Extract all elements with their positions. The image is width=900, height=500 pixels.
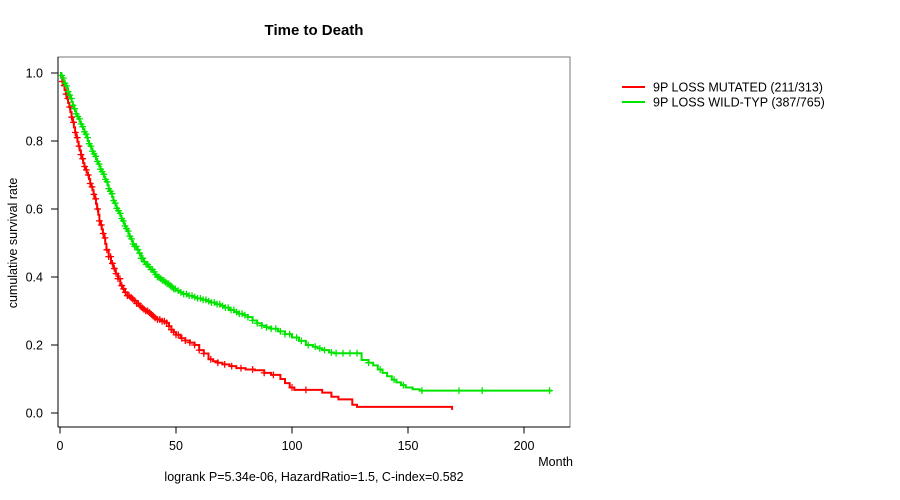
x-tick-label: 200 xyxy=(514,439,535,453)
y-tick-label: 1.0 xyxy=(26,67,43,81)
x-tick-label: 150 xyxy=(398,439,419,453)
legend-label-wildtype: 9P LOSS WILD-TYP (387/765) xyxy=(653,96,825,110)
y-tick-label: 0.2 xyxy=(26,339,43,353)
x-tick-label: 100 xyxy=(282,439,303,453)
chart-title: Time to Death xyxy=(265,22,364,39)
y-tick-label: 0.4 xyxy=(26,271,43,285)
y-tick-label: 0.6 xyxy=(26,203,43,217)
survival-curves xyxy=(58,72,553,410)
y-axis-title: cumulative survival rate xyxy=(6,178,20,309)
y-axis-ticks: 0.0 0.2 0.4 0.6 0.8 1.0 xyxy=(26,67,58,421)
plot-box xyxy=(57,56,571,428)
censor-marks-0 xyxy=(58,78,310,394)
censor-marks-1 xyxy=(58,72,553,394)
x-axis-ticks: 0 50 100 150 200 xyxy=(57,427,535,453)
y-tick-label: 0.0 xyxy=(26,407,43,421)
legend-label-mutated: 9P LOSS MUTATED (211/313) xyxy=(653,81,823,95)
survival-curve-0 xyxy=(60,72,454,410)
x-tick-label: 50 xyxy=(169,439,183,453)
x-tick-label: 0 xyxy=(57,439,64,453)
logrank-annotation: logrank P=5.34e-06, HazardRatio=1.5, C-i… xyxy=(164,470,463,484)
y-tick-label: 0.8 xyxy=(26,135,43,149)
survival-curve-1 xyxy=(60,72,552,392)
legend: 9P LOSS MUTATED (211/313) 9P LOSS WILD-T… xyxy=(622,81,825,110)
x-axis-title: Month xyxy=(538,455,573,469)
